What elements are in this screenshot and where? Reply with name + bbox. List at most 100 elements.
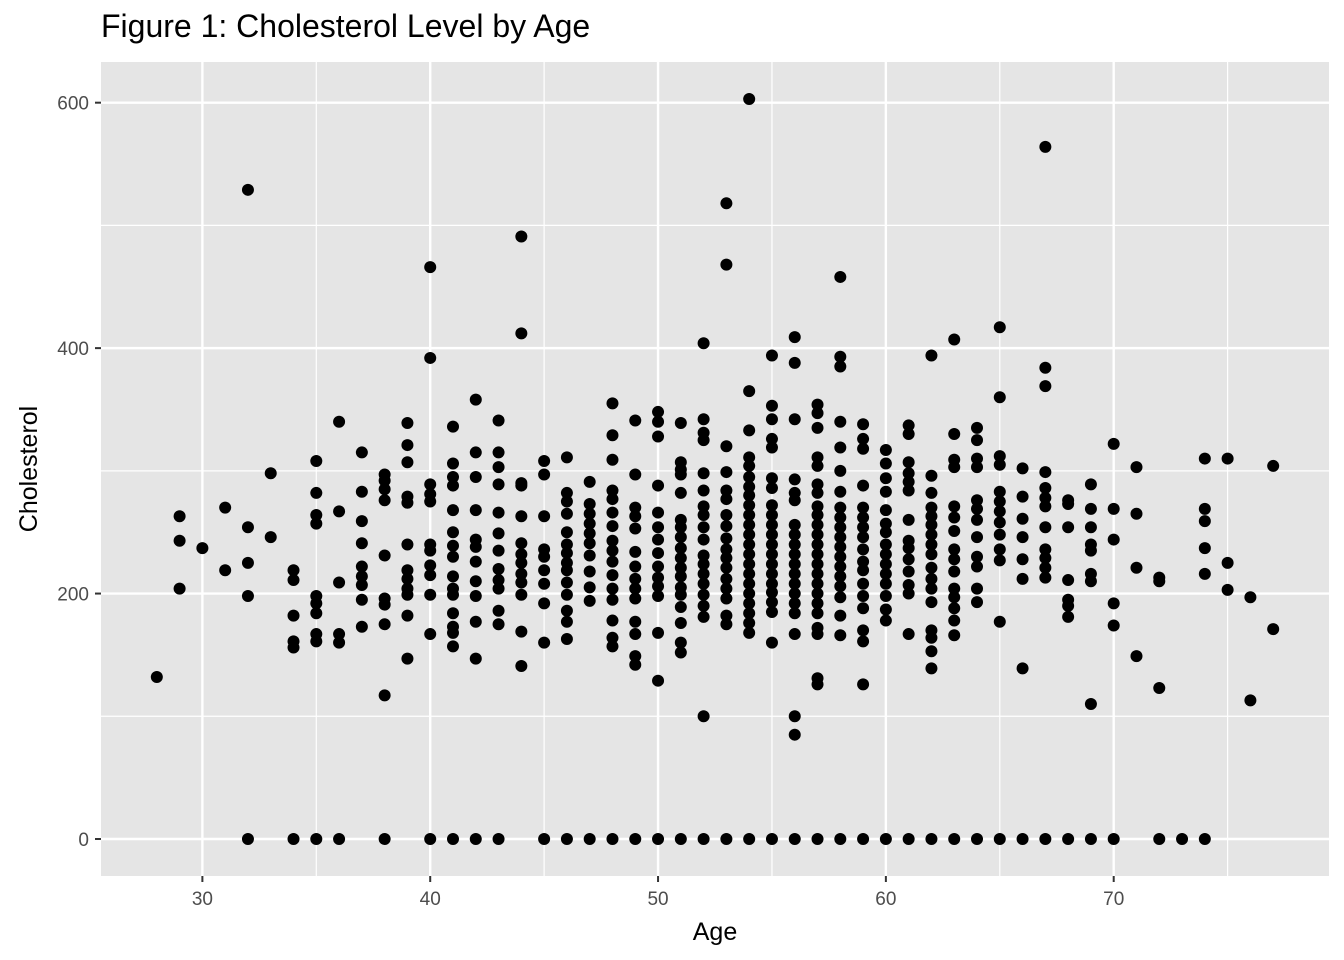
data-point [674, 531, 687, 544]
data-point [743, 587, 756, 600]
y-tick-label: 600 [57, 94, 89, 115]
data-point [606, 484, 619, 497]
data-point [606, 614, 619, 627]
data-point [948, 591, 961, 604]
data-point [629, 592, 642, 605]
data-point [583, 517, 596, 530]
data-point [446, 539, 459, 552]
data-point [287, 609, 300, 622]
data-point [834, 485, 847, 498]
data-point [629, 510, 642, 523]
data-point [446, 640, 459, 653]
data-point [743, 451, 756, 464]
data-point [1039, 500, 1052, 513]
data-point [333, 576, 346, 589]
data-point [720, 440, 733, 453]
data-point [948, 461, 961, 474]
data-point [811, 678, 824, 691]
data-point [287, 574, 300, 587]
data-point [606, 397, 619, 410]
data-point [1130, 650, 1143, 663]
data-point [1107, 437, 1120, 450]
data-point [629, 833, 642, 845]
data-point [241, 521, 254, 534]
data-point [606, 429, 619, 442]
data-point [333, 833, 346, 845]
data-point [925, 486, 938, 499]
data-point [720, 484, 733, 497]
data-point [492, 618, 505, 631]
plot-panel [101, 62, 1329, 876]
data-point [811, 398, 824, 411]
data-point [469, 446, 482, 459]
data-point [606, 555, 619, 568]
data-point [606, 833, 619, 845]
data-point [857, 564, 870, 577]
data-point [538, 833, 551, 845]
data-point [743, 480, 756, 493]
data-point [834, 521, 847, 534]
data-point [993, 505, 1006, 518]
data-point [538, 564, 551, 577]
data-point [720, 520, 733, 533]
data-point [1084, 544, 1097, 557]
data-point [629, 560, 642, 573]
data-point [560, 564, 573, 577]
data-point [902, 475, 915, 488]
data-point [1153, 682, 1166, 695]
data-point [765, 636, 778, 649]
data-point [492, 461, 505, 474]
data-point [948, 582, 961, 595]
data-point [1016, 490, 1029, 503]
data-point [583, 507, 596, 520]
data-point [993, 321, 1006, 334]
data-point [1016, 572, 1029, 585]
data-point [743, 558, 756, 571]
data-point [1198, 515, 1211, 528]
data-point [652, 533, 665, 546]
data-point [469, 590, 482, 603]
data-point [560, 451, 573, 464]
data-point [333, 415, 346, 428]
data-point [811, 558, 824, 571]
data-point [583, 581, 596, 594]
data-point [857, 543, 870, 556]
data-point [515, 576, 528, 589]
x-tick-label: 60 [875, 889, 896, 910]
data-point [811, 518, 824, 531]
data-point [1084, 502, 1097, 515]
data-point [857, 531, 870, 544]
data-point [925, 572, 938, 585]
data-point [264, 467, 277, 480]
data-point [606, 593, 619, 606]
data-point [765, 596, 778, 609]
data-point [310, 635, 323, 648]
data-point [765, 538, 778, 551]
data-point [993, 450, 1006, 463]
data-point [788, 558, 801, 571]
data-point [652, 479, 665, 492]
data-point [697, 577, 710, 590]
data-point [902, 484, 915, 497]
data-point [971, 452, 984, 465]
data-point [857, 833, 870, 845]
data-point [879, 833, 892, 845]
data-point [652, 571, 665, 584]
data-point [902, 467, 915, 480]
data-point [720, 197, 733, 210]
data-point [834, 833, 847, 845]
data-point [401, 456, 414, 469]
data-point [743, 626, 756, 639]
data-point [879, 517, 892, 530]
data-point [948, 602, 961, 615]
data-point [241, 833, 254, 845]
data-point [925, 561, 938, 574]
data-point [697, 413, 710, 426]
data-point [834, 580, 847, 593]
data-point [560, 538, 573, 551]
data-point [993, 516, 1006, 529]
data-point [492, 414, 505, 427]
data-point [1198, 542, 1211, 555]
data-point [902, 456, 915, 469]
data-point [1039, 543, 1052, 556]
